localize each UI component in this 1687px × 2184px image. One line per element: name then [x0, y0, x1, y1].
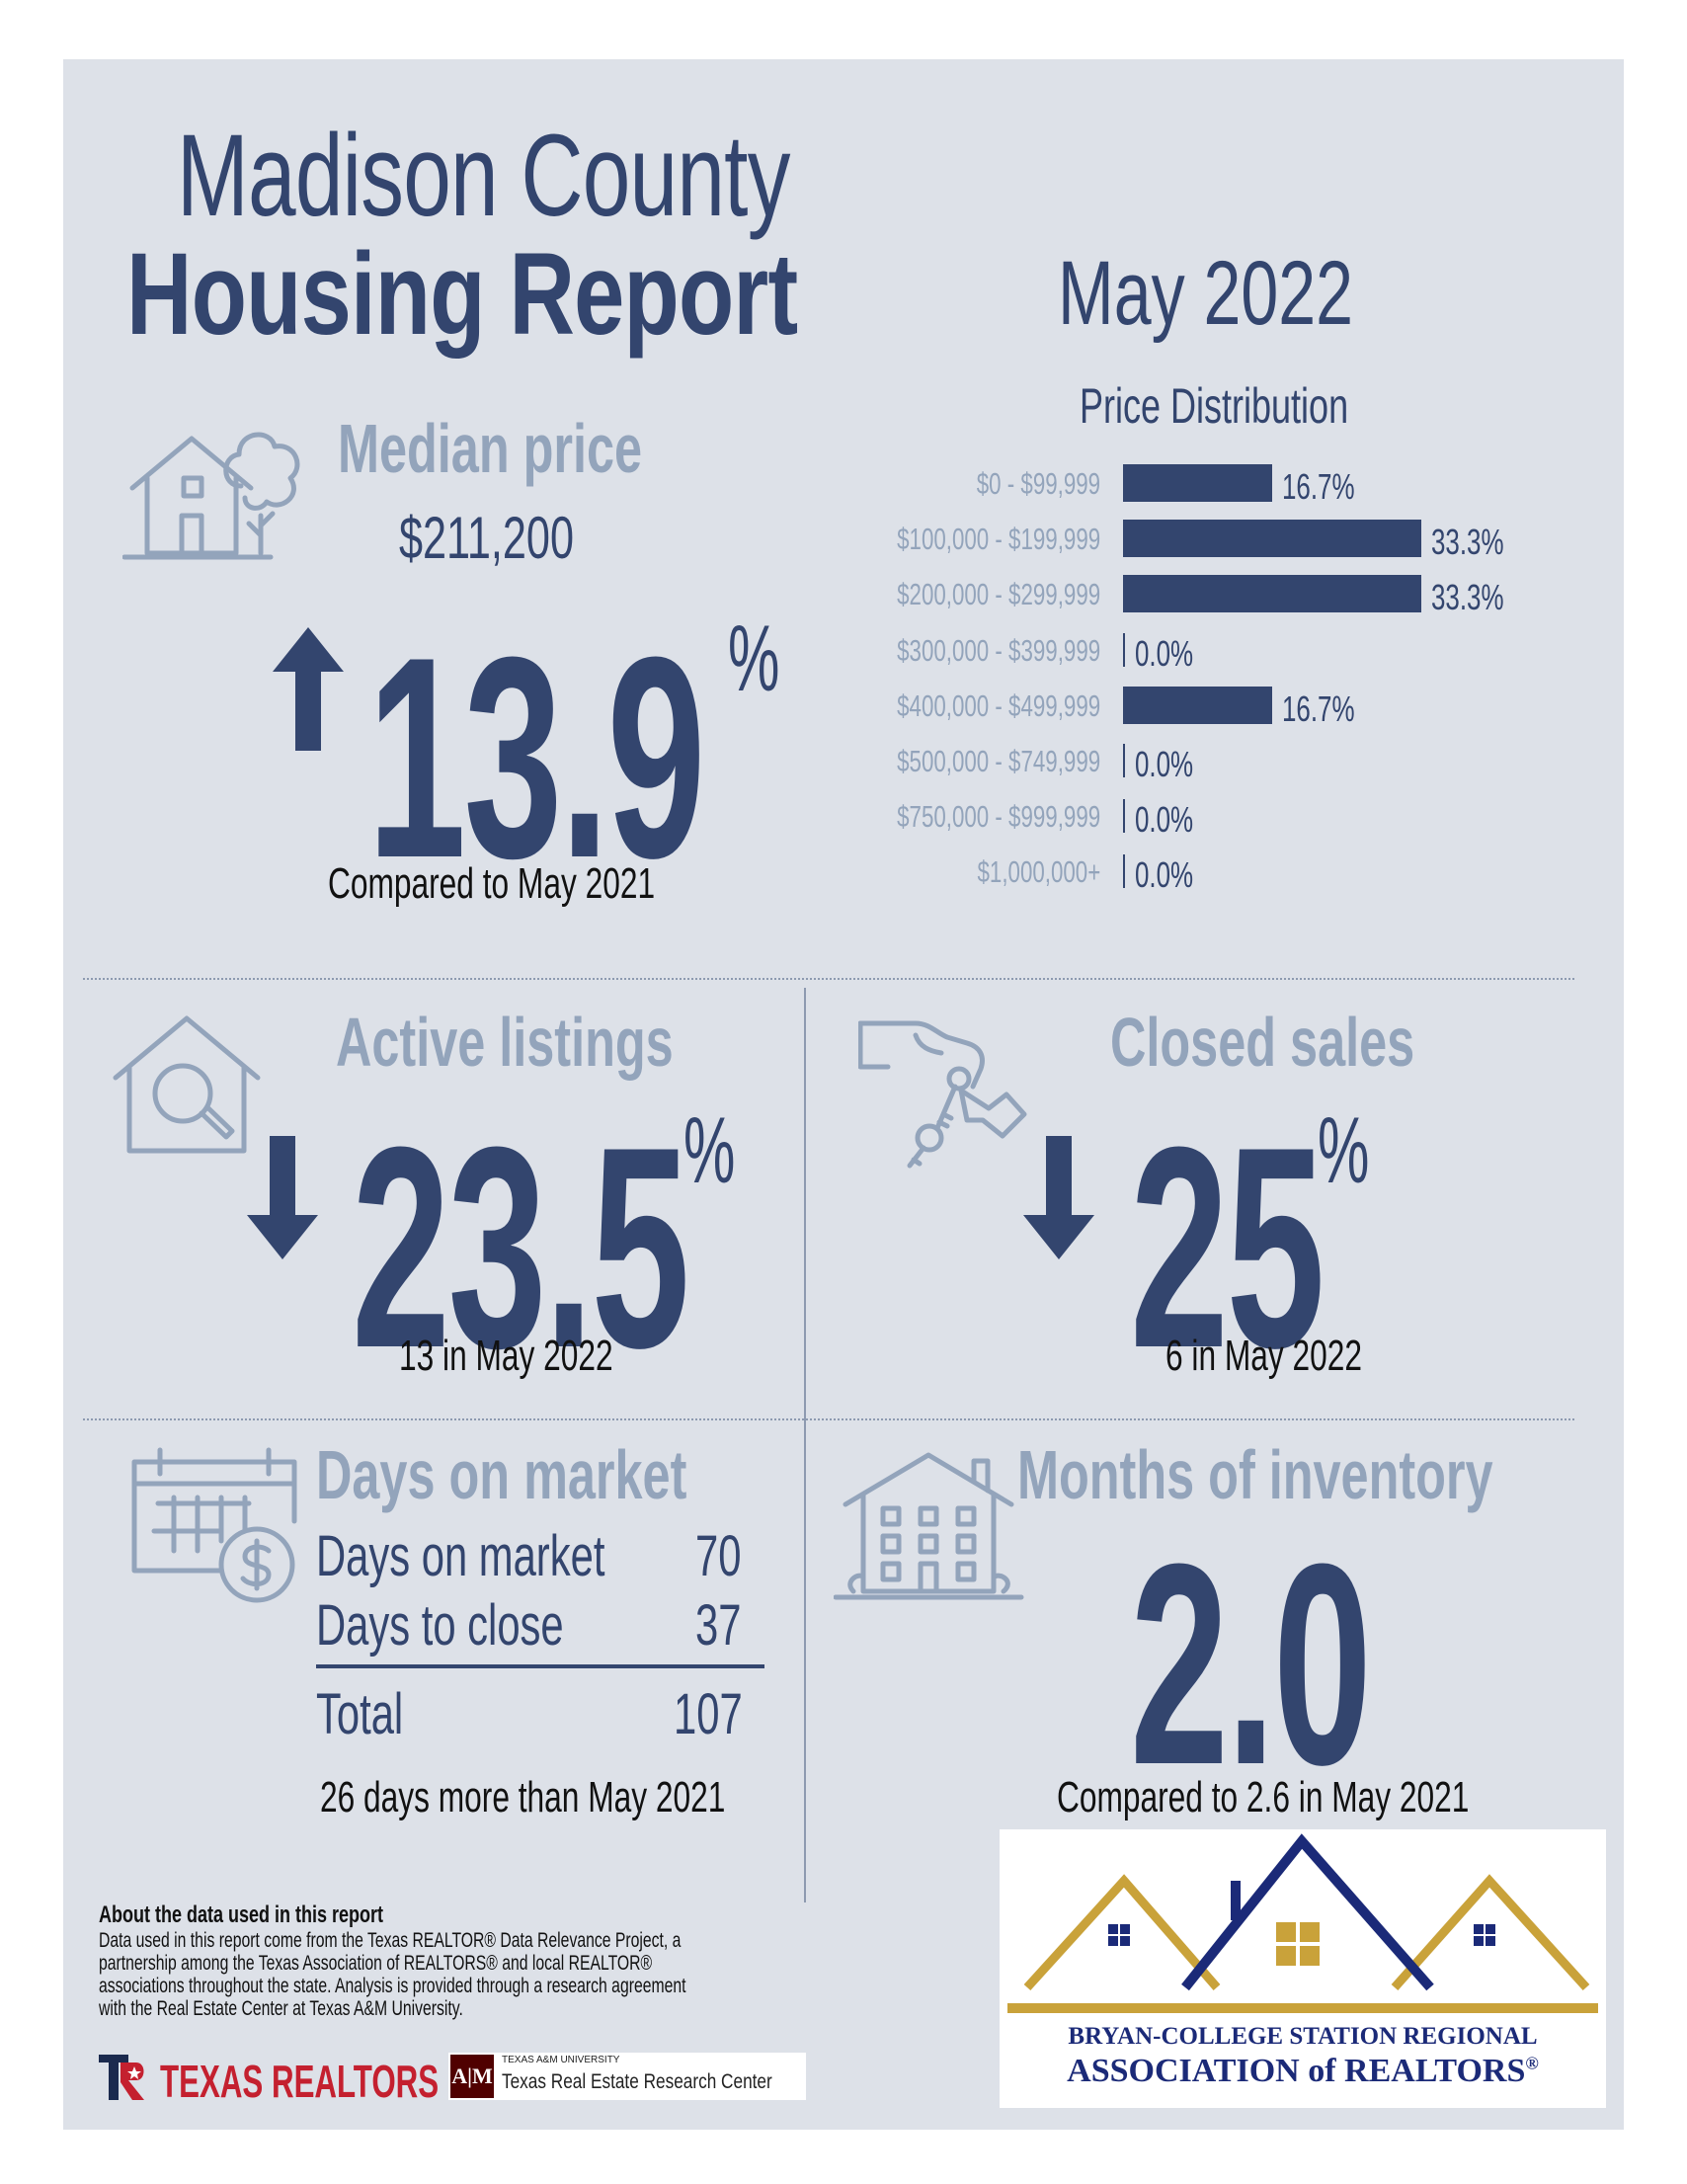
active-listings-percent-sign: % — [683, 1098, 736, 1203]
about-line-3: associations throughout the state. Analy… — [99, 1975, 686, 1997]
closed-sales-percent-sign: % — [1318, 1098, 1370, 1203]
days-on-market-heading: Days on market — [316, 1436, 687, 1513]
dom-total-rule — [316, 1664, 764, 1668]
tamu-university-label: TEXAS A&M UNIVERSITY — [502, 2055, 620, 2065]
active-listings-change: 23.5 — [352, 1088, 690, 1408]
price-bin-label: $750,000 - $999,999 — [896, 799, 1100, 835]
price-bin-label: $1,000,000+ — [977, 854, 1100, 890]
days-on-market-note: 26 days more than May 2021 — [320, 1773, 726, 1821]
up-arrow-icon — [273, 627, 344, 751]
price-bin-value: 0.0% — [1135, 744, 1194, 784]
apartment-building-icon — [834, 1452, 1024, 1600]
price-bin-value: 16.7% — [1282, 466, 1355, 507]
about-heading: About the data used in this report — [99, 1901, 384, 1928]
association-name-text: ASSOCIATION of REALTORS — [1067, 2053, 1526, 2089]
price-bin-value: 0.0% — [1135, 799, 1194, 841]
association-name-line1: BRYAN-COLLEGE STATION REGIONAL — [1068, 2023, 1538, 2050]
association-logo: BRYAN-COLLEGE STATION REGIONAL ASSOCIATI… — [1000, 1829, 1606, 2108]
price-bin-bar — [1123, 686, 1272, 724]
about-line-2: partnership among the Texas Association … — [99, 1952, 653, 1975]
report-panel: Madison County Housing Report May 2022 M… — [63, 59, 1624, 2130]
association-name-line2: ASSOCIATION of REALTORS® — [1000, 2053, 1606, 2090]
tamu-logo: A|M TEXAS A&M UNIVERSITY Texas Real Esta… — [448, 2053, 806, 2100]
months-inventory-value: 2.0 — [1130, 1504, 1372, 1824]
report-month: May 2022 — [1058, 243, 1353, 344]
price-bin-label: $400,000 - $499,999 — [896, 688, 1100, 723]
price-bin-bar — [1123, 632, 1125, 667]
report-title-county: Madison County — [177, 111, 790, 241]
price-bin-value: 33.3% — [1431, 577, 1504, 618]
price-bin-bar — [1123, 854, 1125, 889]
median-price-compare: Compared to May 2021 — [328, 859, 656, 908]
dom-total-value: 107 — [674, 1682, 743, 1746]
price-bin-bar — [1123, 520, 1421, 558]
price-bin-label: $500,000 - $749,999 — [896, 744, 1100, 778]
hand-keys-icon — [858, 1020, 1027, 1169]
active-listings-note: 13 in May 2022 — [399, 1332, 613, 1380]
down-arrow-icon — [1023, 1136, 1094, 1259]
closed-sales-change: 25 — [1130, 1088, 1326, 1408]
down-arrow-icon — [247, 1136, 318, 1259]
active-listings-heading: Active listings — [336, 1004, 674, 1081]
price-bin-label: $0 - $99,999 — [976, 466, 1100, 501]
months-inventory-heading: Months of inventory — [1017, 1436, 1493, 1513]
price-bin-value: 0.0% — [1135, 632, 1194, 674]
price-bin-bar — [1123, 799, 1125, 834]
divider-vertical — [804, 988, 806, 1902]
house-tree-icon — [122, 432, 300, 560]
price-bin-bar — [1123, 744, 1125, 777]
closed-sales-heading: Closed sales — [1110, 1004, 1415, 1081]
divider-upper — [83, 978, 1574, 980]
calendar-dollar-icon — [131, 1447, 297, 1603]
price-bin-label: $200,000 - $299,999 — [896, 577, 1100, 612]
median-price-percent-sign: % — [728, 607, 780, 711]
about-line-4: with the Real Estate Center at Texas A&M… — [99, 1997, 463, 2020]
tamu-center-label: Texas Real Estate Research Center — [502, 2070, 772, 2093]
price-distribution-chart: $0 - $99,999 16.7% $100,000 - $199,999 33.3… — [63, 59, 1624, 948]
price-bin-value: 0.0% — [1135, 854, 1194, 896]
about-line-1: Data used in this report come from the T… — [99, 1929, 682, 1952]
price-bin-value: 33.3% — [1431, 522, 1504, 563]
closed-sales-note: 6 in May 2022 — [1165, 1332, 1363, 1380]
texas-realtors-logo-text: TEXAS REALTORS — [160, 2056, 440, 2107]
median-price-heading: Median price — [338, 410, 643, 487]
texas-realtors-logo-mark — [99, 2055, 144, 2100]
median-price-value: $211,200 — [399, 505, 574, 571]
dom-row-label-1: Days on market — [316, 1524, 605, 1588]
tamu-logo-mark: A|M — [450, 2055, 494, 2098]
association-roofs-icon — [1007, 1833, 1598, 2013]
price-bin-label: $300,000 - $399,999 — [896, 632, 1100, 668]
divider-lower — [83, 1418, 1574, 1420]
registered-mark: ® — [1525, 2053, 1539, 2073]
price-bin-label: $100,000 - $199,999 — [896, 522, 1100, 557]
dom-row-label-2: Days to close — [316, 1593, 564, 1658]
dom-row-value-2: 37 — [695, 1593, 742, 1658]
dom-row-value-1: 70 — [695, 1524, 742, 1588]
house-search-icon — [113, 1015, 261, 1154]
price-distribution-title: Price Distribution — [1080, 378, 1349, 434]
dom-total-label: Total — [316, 1682, 404, 1746]
price-bin-bar — [1123, 464, 1272, 502]
median-price-change: 13.9 — [367, 598, 706, 918]
report-title-housing: Housing Report — [126, 229, 798, 360]
price-bin-value: 16.7% — [1282, 688, 1355, 729]
price-bin-bar — [1123, 575, 1421, 613]
months-inventory-note: Compared to 2.6 in May 2021 — [1057, 1773, 1470, 1821]
